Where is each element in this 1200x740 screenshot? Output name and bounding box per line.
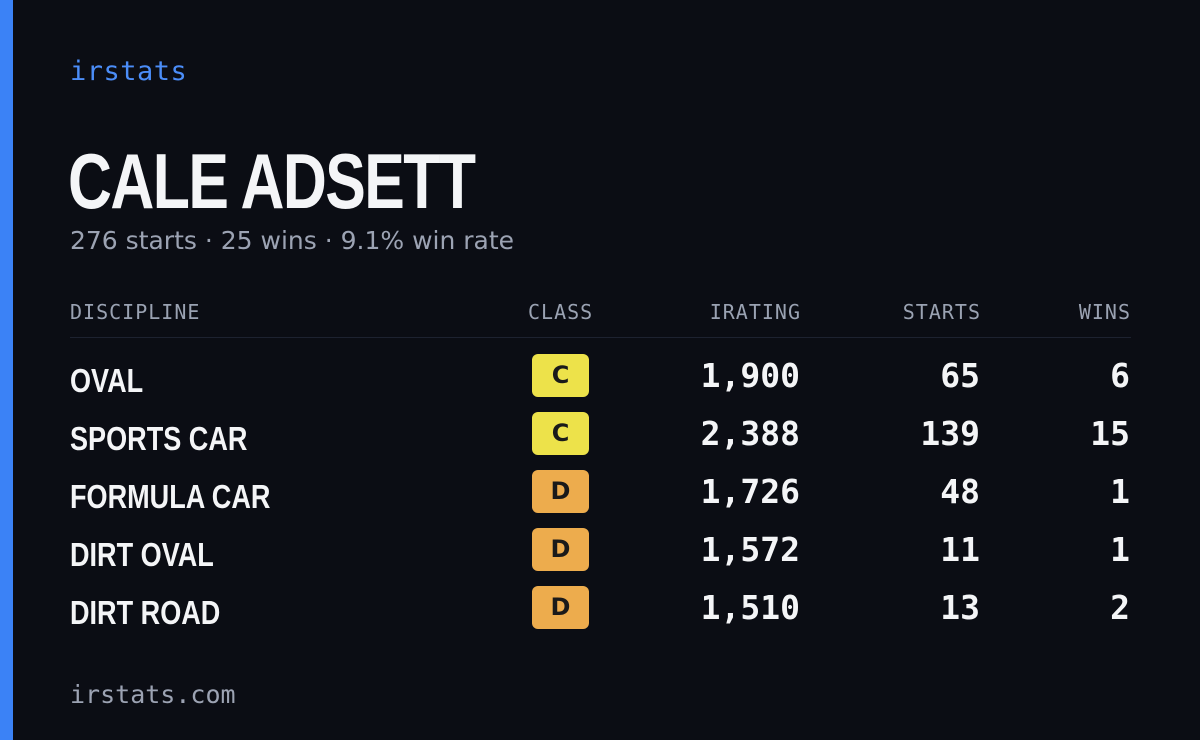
discipline-name: DIRT ROAD: [70, 594, 221, 631]
wins-value: 2: [1110, 588, 1130, 627]
driver-summary: 276 starts · 25 wins · 9.1% win rate: [70, 226, 515, 255]
column-header-starts: STARTS: [902, 300, 981, 324]
irating-value: 1,900: [700, 356, 800, 395]
table-row: DIRT OVAL D 1,572 11 1: [70, 528, 1131, 586]
starts-value: 13: [940, 588, 980, 627]
discipline-name: SPORTS CAR: [70, 420, 248, 457]
column-header-irating: IRATING: [709, 300, 801, 324]
irating-value: 1,572: [700, 530, 800, 569]
discipline-name: DIRT OVAL: [70, 536, 214, 573]
table-row: OVAL C 1,900 65 6: [70, 354, 1131, 412]
irating-value: 1,726: [700, 472, 800, 511]
column-header-class: CLASS: [528, 300, 594, 324]
brand-logo: irstats: [70, 56, 188, 87]
class-badge: C: [532, 412, 589, 455]
discipline-name: FORMULA CAR: [70, 478, 271, 515]
table-row: SPORTS CAR C 2,388 139 15: [70, 412, 1131, 470]
column-header-discipline: DISCIPLINE: [70, 300, 201, 324]
class-badge: C: [532, 354, 589, 397]
discipline-name: OVAL: [70, 362, 144, 399]
column-header-wins: WINS: [1078, 300, 1131, 324]
table-row: DIRT ROAD D 1,510 13 2: [70, 586, 1131, 644]
wins-value: 15: [1090, 414, 1130, 453]
starts-value: 11: [940, 530, 980, 569]
starts-value: 65: [940, 356, 980, 395]
class-badge: D: [532, 528, 589, 571]
footer-url[interactable]: irstats.com: [70, 680, 236, 709]
wins-value: 1: [1110, 472, 1130, 511]
driver-name: CALE ADSETT: [68, 137, 476, 225]
wins-value: 1: [1110, 530, 1130, 569]
wins-value: 6: [1110, 356, 1130, 395]
irating-value: 2,388: [700, 414, 800, 453]
accent-bar: [0, 0, 13, 740]
class-badge: D: [532, 470, 589, 513]
starts-value: 139: [920, 414, 980, 453]
table-header: DISCIPLINE CLASS IRATING STARTS WINS: [70, 300, 1131, 338]
starts-value: 48: [940, 472, 980, 511]
table-row: FORMULA CAR D 1,726 48 1: [70, 470, 1131, 528]
class-badge: D: [532, 586, 589, 629]
irating-value: 1,510: [700, 588, 800, 627]
